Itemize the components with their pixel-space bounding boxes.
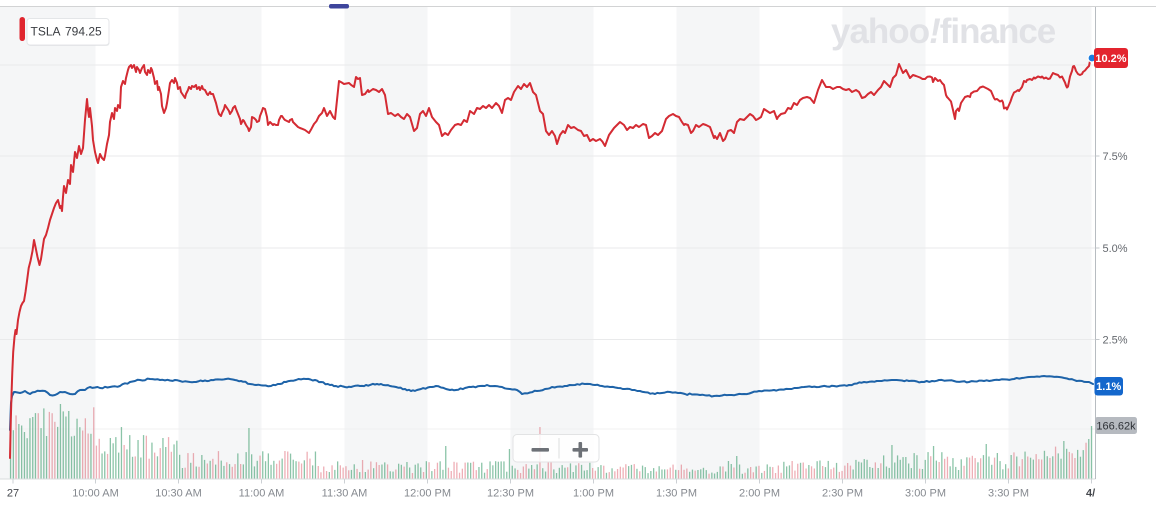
svg-text:27: 27 bbox=[7, 488, 19, 500]
svg-text:TSLA: TSLA bbox=[31, 24, 61, 38]
svg-text:yahoo!finance: yahoo!finance bbox=[831, 12, 1056, 51]
svg-text:794.25: 794.25 bbox=[65, 24, 102, 38]
svg-text:12:30 PM: 12:30 PM bbox=[487, 488, 534, 500]
svg-text:10:30 AM: 10:30 AM bbox=[155, 488, 201, 500]
svg-text:5.0%: 5.0% bbox=[1103, 243, 1128, 255]
svg-text:11:30 AM: 11:30 AM bbox=[322, 488, 368, 500]
svg-text:3:30 PM: 3:30 PM bbox=[988, 488, 1029, 500]
svg-text:2.5%: 2.5% bbox=[1103, 335, 1128, 347]
svg-text:2:00 PM: 2:00 PM bbox=[739, 488, 780, 500]
svg-text:11:00 AM: 11:00 AM bbox=[239, 488, 285, 500]
svg-text:1.1%: 1.1% bbox=[1096, 381, 1121, 393]
svg-text:2:30 PM: 2:30 PM bbox=[822, 488, 863, 500]
svg-text:1:30 PM: 1:30 PM bbox=[656, 488, 697, 500]
svg-text:7.5%: 7.5% bbox=[1103, 151, 1128, 163]
svg-text:1:00 PM: 1:00 PM bbox=[573, 488, 614, 500]
svg-text:10:00 AM: 10:00 AM bbox=[72, 488, 118, 500]
svg-text:12:00 PM: 12:00 PM bbox=[404, 488, 451, 500]
svg-text:4/: 4/ bbox=[1086, 488, 1095, 500]
svg-text:10.2%: 10.2% bbox=[1095, 53, 1126, 65]
svg-text:166.62k: 166.62k bbox=[1096, 421, 1136, 433]
svg-text:3:00 PM: 3:00 PM bbox=[905, 488, 946, 500]
